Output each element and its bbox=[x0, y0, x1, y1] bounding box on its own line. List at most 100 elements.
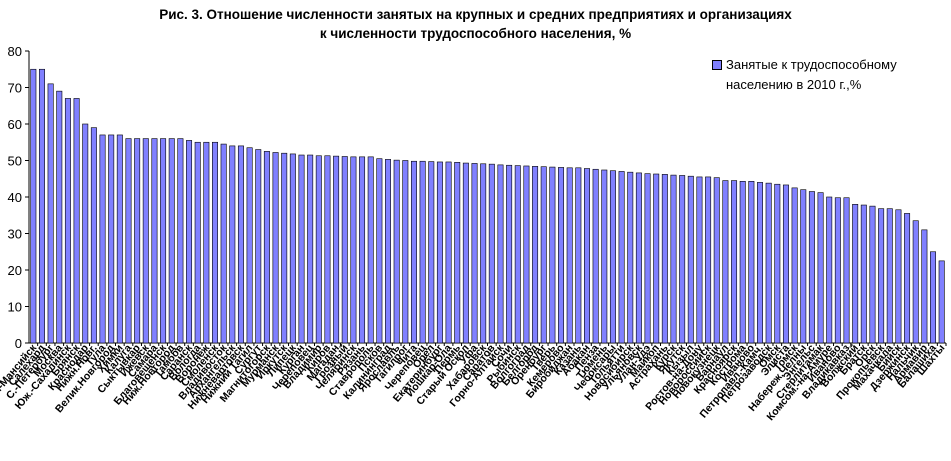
bar bbox=[436, 161, 443, 344]
bar bbox=[627, 171, 634, 344]
bar bbox=[480, 163, 487, 344]
bar bbox=[402, 160, 409, 344]
bar bbox=[160, 138, 167, 344]
bar bbox=[930, 251, 937, 344]
bar bbox=[376, 158, 383, 344]
legend: Занятые к трудоспособному населению в 20… bbox=[704, 55, 944, 95]
bar bbox=[618, 171, 625, 344]
bar bbox=[558, 167, 565, 344]
legend-swatch bbox=[712, 60, 722, 70]
bar bbox=[653, 173, 660, 344]
bar bbox=[47, 83, 54, 344]
y-tick-label: 10 bbox=[8, 300, 22, 315]
bar bbox=[289, 153, 296, 344]
bar bbox=[229, 145, 236, 344]
bar bbox=[367, 156, 374, 344]
bar bbox=[635, 172, 642, 344]
bar bbox=[315, 155, 322, 344]
bar bbox=[817, 192, 824, 344]
bar bbox=[904, 213, 911, 344]
bar bbox=[705, 176, 712, 344]
bar bbox=[687, 175, 694, 344]
bar bbox=[324, 155, 331, 344]
y-tick-label: 20 bbox=[8, 263, 22, 278]
bar bbox=[912, 220, 919, 344]
bar bbox=[454, 162, 461, 344]
bar bbox=[826, 196, 833, 344]
bar bbox=[30, 68, 37, 344]
y-tick-label: 70 bbox=[8, 81, 22, 96]
bar bbox=[410, 160, 417, 344]
bar bbox=[757, 182, 763, 344]
bar bbox=[834, 197, 841, 344]
legend-label-line-1: Занятые к трудоспособному bbox=[726, 57, 897, 72]
bar bbox=[272, 152, 279, 344]
y-tick-label: 60 bbox=[8, 117, 22, 132]
bar bbox=[566, 167, 573, 344]
bar bbox=[471, 163, 478, 344]
bar bbox=[774, 183, 781, 344]
bar bbox=[808, 191, 815, 344]
bar bbox=[151, 138, 158, 344]
bar bbox=[263, 151, 270, 344]
bar bbox=[592, 168, 599, 344]
bar bbox=[237, 145, 244, 344]
bar bbox=[679, 175, 686, 344]
bar bbox=[506, 164, 513, 344]
bar bbox=[385, 159, 391, 344]
bar bbox=[125, 138, 132, 344]
bar bbox=[194, 141, 201, 344]
bar bbox=[860, 204, 867, 344]
bar bbox=[584, 168, 590, 344]
bar bbox=[739, 181, 746, 344]
bar bbox=[540, 166, 547, 344]
y-tick-label: 40 bbox=[8, 190, 22, 205]
bar bbox=[644, 173, 651, 344]
bar bbox=[82, 123, 89, 344]
bar bbox=[177, 138, 184, 344]
bar bbox=[532, 166, 539, 344]
bar bbox=[782, 184, 789, 344]
bar bbox=[514, 165, 521, 344]
y-tick-label: 80 bbox=[8, 44, 22, 59]
bar bbox=[212, 141, 218, 344]
bar bbox=[255, 149, 262, 344]
bar bbox=[419, 160, 426, 344]
bar bbox=[722, 180, 729, 344]
bar bbox=[670, 174, 677, 344]
bar bbox=[886, 208, 893, 344]
bar bbox=[488, 163, 495, 344]
bar bbox=[142, 138, 149, 344]
bar bbox=[333, 155, 340, 344]
y-tick-label: 30 bbox=[8, 227, 22, 242]
bar bbox=[359, 156, 366, 344]
bar bbox=[298, 154, 305, 344]
chart-title-line-2: к численности трудоспособного населения,… bbox=[319, 26, 632, 41]
bar bbox=[661, 174, 668, 344]
bar bbox=[713, 177, 720, 344]
bar bbox=[428, 161, 435, 344]
bar bbox=[350, 156, 357, 344]
bar bbox=[575, 167, 582, 344]
bar bbox=[748, 181, 755, 344]
bar bbox=[64, 98, 71, 344]
bar bbox=[307, 154, 314, 344]
bar bbox=[38, 68, 45, 344]
bar bbox=[791, 187, 798, 344]
bar bbox=[108, 134, 115, 344]
bar bbox=[549, 166, 556, 344]
bar bbox=[938, 260, 945, 344]
bar bbox=[462, 162, 469, 344]
bar bbox=[843, 197, 850, 344]
bar bbox=[696, 176, 703, 344]
bar bbox=[497, 164, 504, 344]
bar bbox=[869, 205, 876, 344]
bar bbox=[134, 138, 141, 344]
bar bbox=[56, 90, 63, 344]
bar bbox=[852, 204, 859, 344]
bar bbox=[609, 170, 616, 344]
bar bbox=[203, 141, 210, 344]
bar bbox=[281, 152, 288, 344]
legend-label-line-2: населению в 2010 г.,% bbox=[726, 77, 862, 92]
